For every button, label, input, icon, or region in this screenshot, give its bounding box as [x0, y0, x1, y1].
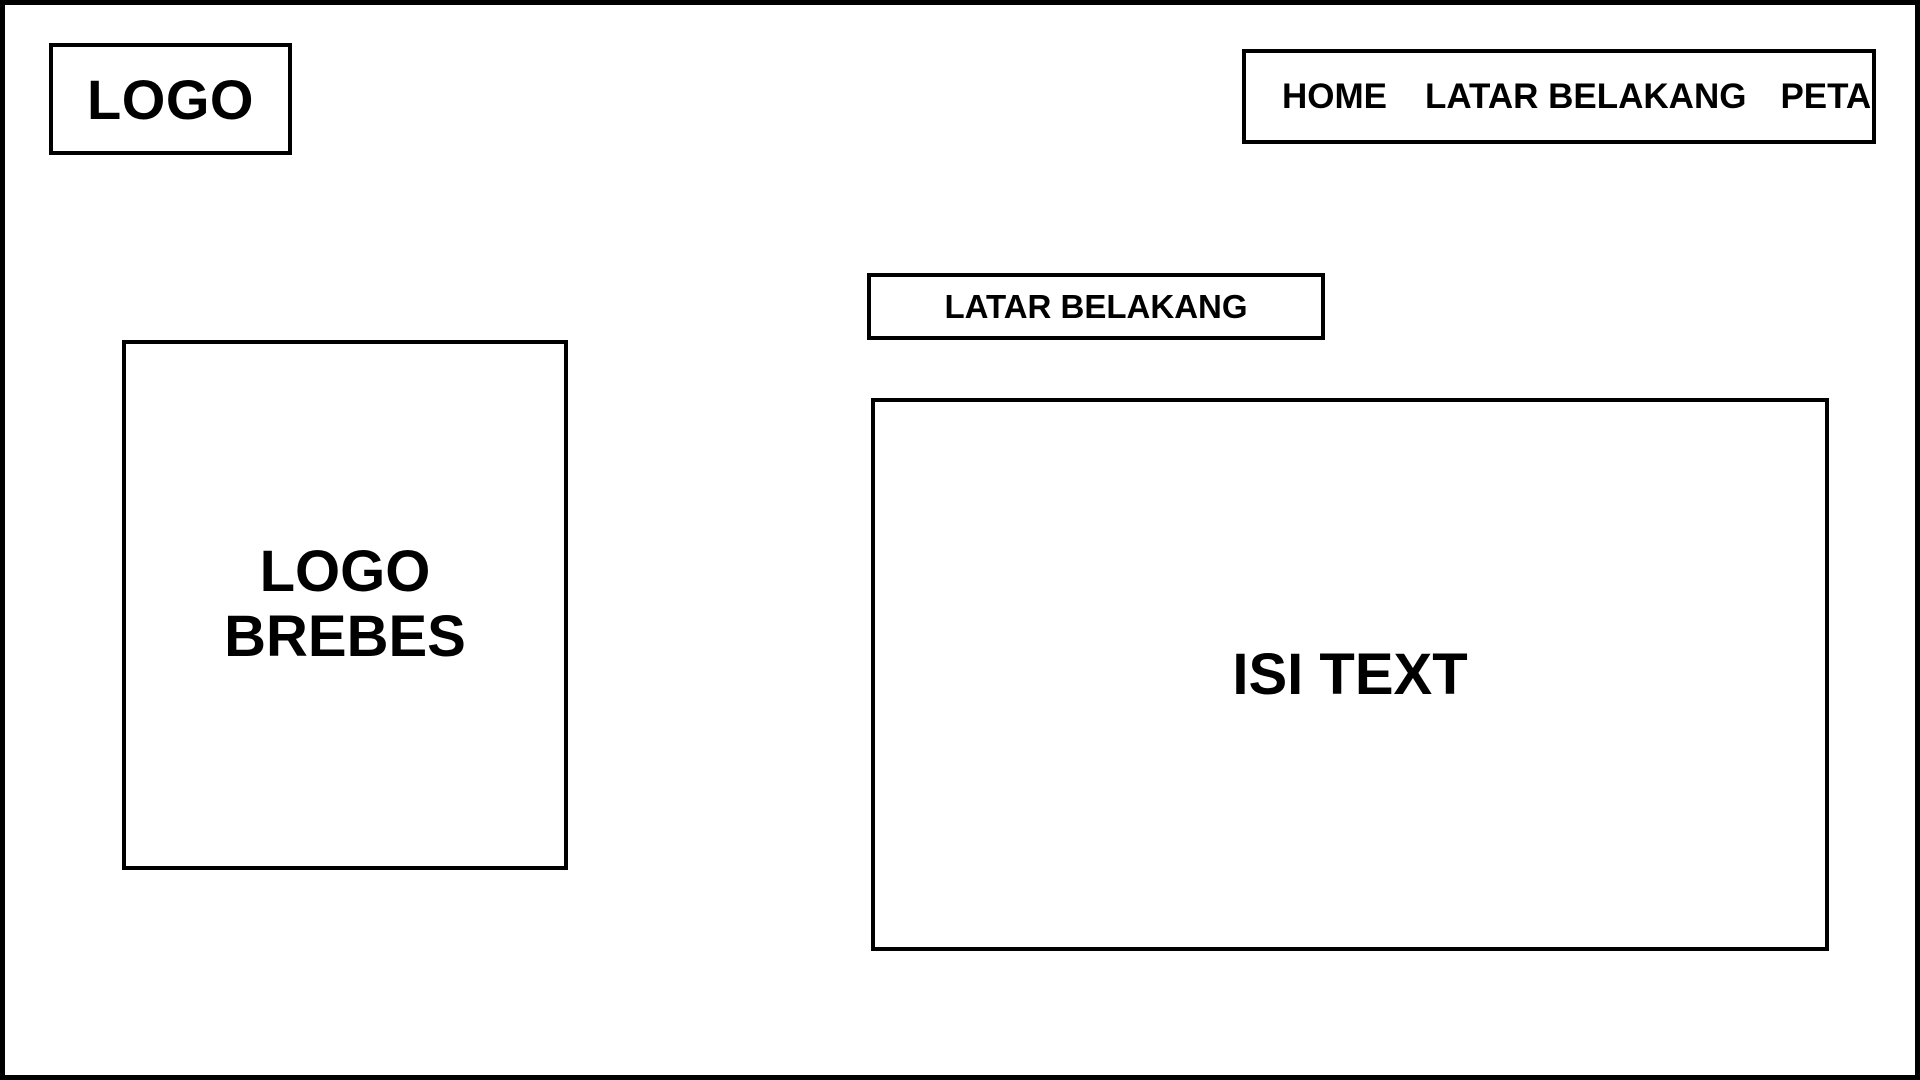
section-title: LATAR BELAKANG [944, 287, 1248, 325]
nav-item-peta[interactable]: PETA [1780, 76, 1872, 116]
section-title-box: LATAR BELAKANG [867, 273, 1325, 340]
site-logo-label: LOGO [87, 67, 254, 131]
content-text-placeholder: ISI TEXT [871, 398, 1829, 951]
logo-brebes-placeholder: LOGO BREBES [122, 340, 568, 870]
logo-brebes-label-line-2: BREBES [224, 604, 466, 669]
nav-item-latar-belakang[interactable]: LATAR BELAKANG [1425, 76, 1747, 116]
logo-brebes-label-line-1: LOGO [259, 539, 431, 605]
site-logo-placeholder[interactable]: LOGO [49, 43, 292, 155]
nav-item-home[interactable]: HOME [1282, 76, 1387, 116]
main-navigation: HOME LATAR BELAKANG PETA [1242, 49, 1876, 144]
content-text: ISI TEXT [1232, 642, 1468, 707]
